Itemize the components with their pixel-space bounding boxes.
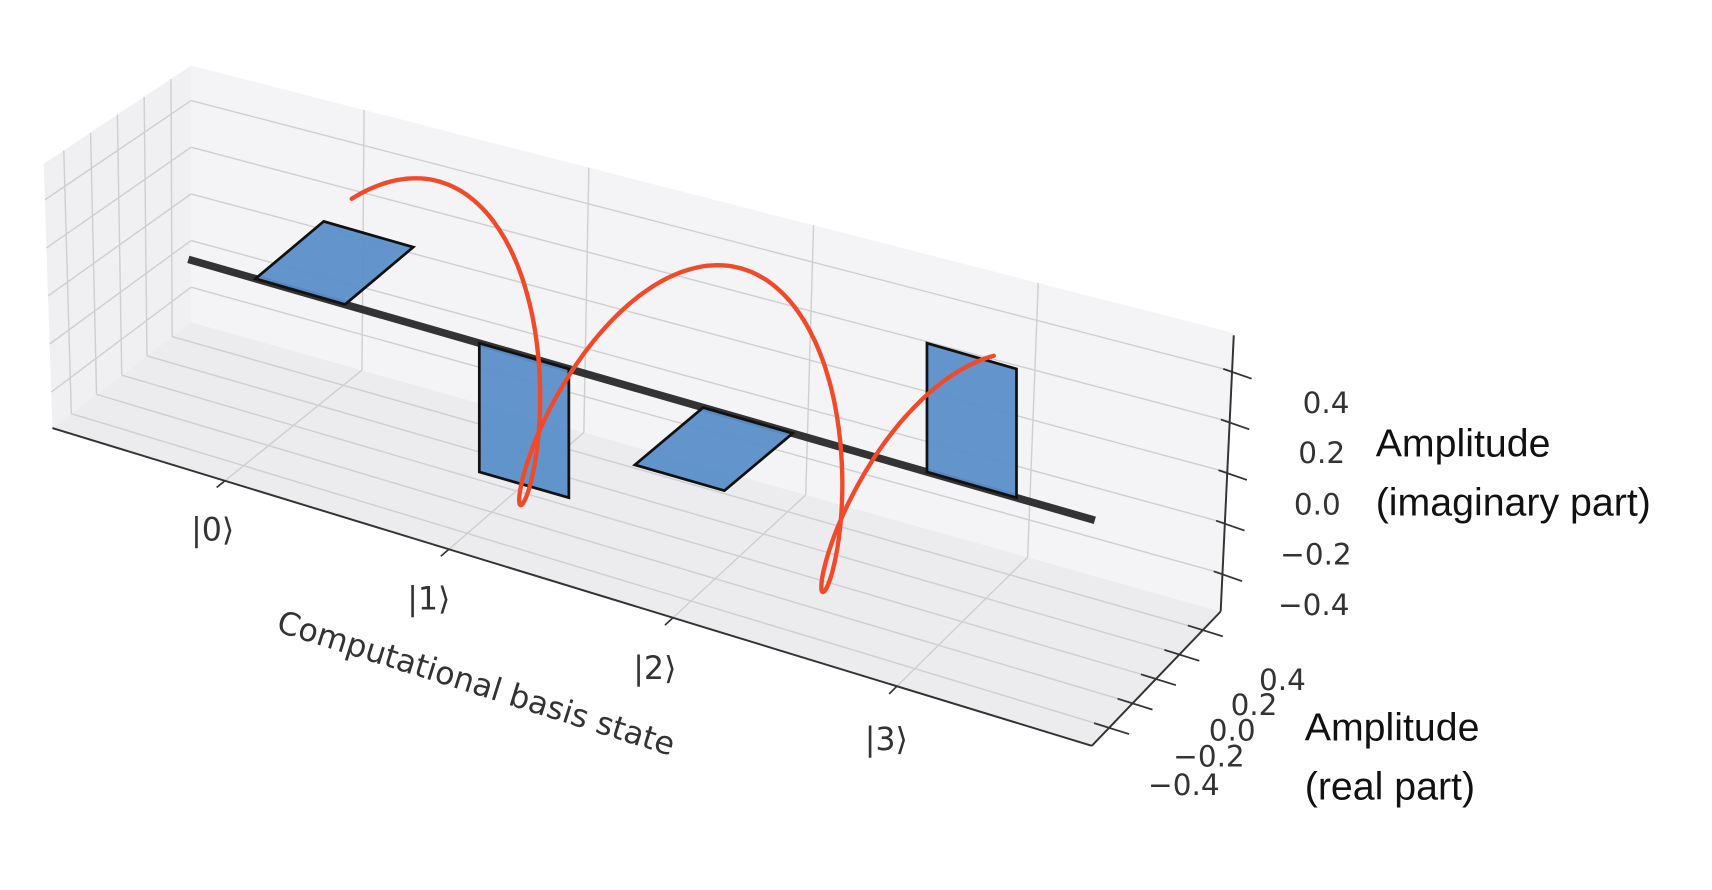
x-tick-mark [216, 480, 226, 489]
z-axis-line [1219, 335, 1235, 612]
y-axis-label-line2: (real part) [1305, 764, 1475, 808]
phase-helix-curve [349, 176, 996, 595]
gridline-floor-r [146, 355, 1180, 655]
x-tick-mark [664, 617, 674, 626]
tick-label-0: |0⟩ [191, 513, 234, 549]
gridline-left-r [116, 114, 123, 376]
tick-label-2: |2⟩ [633, 651, 676, 687]
z-tick-mark [1220, 418, 1250, 431]
z-tick-mark [1213, 570, 1243, 583]
y-tick-mark [1187, 624, 1224, 638]
z-tick-4: −0.4 [1278, 588, 1350, 622]
amplitude-bar-0 [252, 219, 417, 306]
floor-pane [52, 322, 1221, 746]
gridline-left-r [89, 132, 98, 395]
z-tick-mark [1218, 469, 1248, 481]
z-tick-2: 0.0 [1294, 487, 1341, 521]
z-tick-mark [1215, 519, 1245, 532]
z-tick-3: −0.2 [1280, 538, 1352, 572]
y-tick-mark [1140, 673, 1177, 687]
gridline-floor-r [121, 374, 1157, 680]
gridline-floor-r [171, 335, 1204, 631]
x-tick-mark [888, 685, 898, 695]
gridline-floor-r [71, 412, 1110, 729]
y-tick-2: 0.0 [1209, 713, 1256, 747]
x-tick-mark [440, 548, 450, 557]
gridline-left-r [63, 150, 73, 414]
gridline-left-r [170, 78, 173, 337]
amplitude-bar-2 [632, 406, 796, 493]
axis-lines [52, 335, 1252, 747]
axes-panes [43, 65, 1234, 746]
y-tick-mark [1093, 722, 1130, 735]
gridline-left-r [143, 96, 148, 356]
y-axis-line [1091, 610, 1222, 747]
y-tick-1: 0.2 [1231, 688, 1278, 722]
z-tick-mark [1222, 368, 1252, 380]
x-axis-line [52, 427, 1093, 747]
tick-label-3: |3⟩ [865, 722, 908, 758]
x-axis-label: Computational basis state [273, 604, 679, 763]
z-tick-0: 0.4 [1303, 386, 1350, 420]
tick-label-1: |1⟩ [407, 581, 450, 617]
z-axis-label-line2: (imaginary part) [1376, 480, 1651, 524]
amplitude-bar-3 [925, 341, 1018, 500]
z-tick-1: 0.2 [1298, 436, 1345, 470]
y-axis-label-line1: Amplitude [1305, 705, 1480, 749]
y-tick-mark [1164, 649, 1200, 662]
z-axis-label-line1: Amplitude [1376, 421, 1551, 465]
y-tick-4: −0.4 [1148, 768, 1220, 802]
y-tick-3: −0.2 [1173, 740, 1245, 774]
y-tick-mark [1117, 697, 1153, 711]
gridline-back-z [190, 99, 1233, 372]
data-marks [187, 176, 1096, 595]
y-tick-0: 0.4 [1259, 663, 1306, 697]
gridline-floor-r [96, 393, 1134, 704]
